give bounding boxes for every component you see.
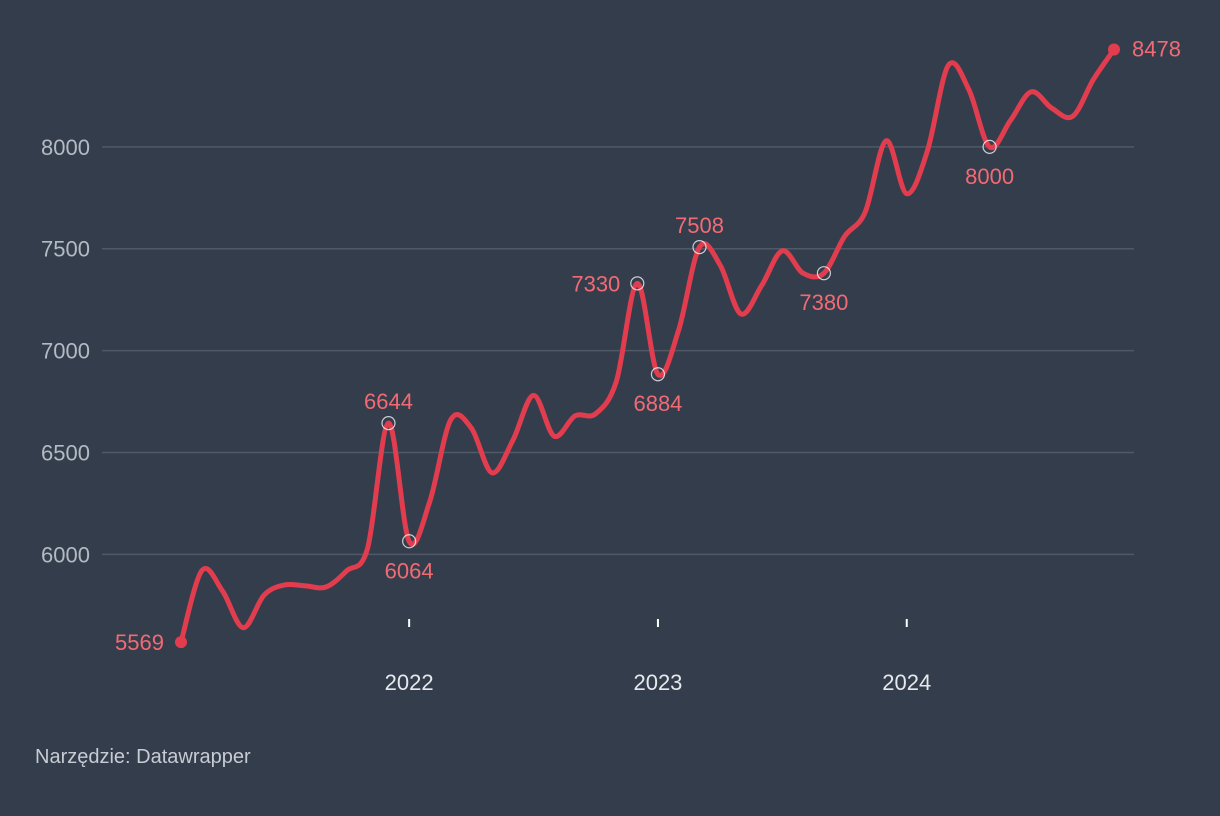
y-tick-label: 6500 <box>41 440 90 465</box>
data-label: 8478 <box>1132 36 1181 61</box>
data-label: 6064 <box>385 558 434 583</box>
data-label: 7508 <box>675 213 724 238</box>
grid-layer <box>102 146 1134 556</box>
data-label: 8000 <box>965 164 1014 189</box>
y-tick-label: 7500 <box>41 237 90 262</box>
highlight-ring <box>816 266 831 281</box>
series-layer <box>178 47 1117 645</box>
data-label: 6884 <box>633 391 682 416</box>
series-line <box>178 47 1117 645</box>
x-tick-label: 2022 <box>385 670 434 695</box>
data-label: 7330 <box>571 271 620 296</box>
endpoint-dot <box>175 636 187 649</box>
annotations-layer: 5569 6644 6064 7330 6884 7508 7380 8000 8478 <box>115 36 1181 655</box>
data-label: 7380 <box>799 290 848 315</box>
endpoint-dot <box>1108 43 1120 56</box>
data-label: 5569 <box>115 630 164 655</box>
highlight-ring <box>630 276 645 291</box>
x-tick-label: 2023 <box>633 670 682 695</box>
highlight-ring <box>982 139 997 154</box>
highlight-ring <box>402 534 417 549</box>
source-credit: Narzędzie: Datawrapper <box>35 746 251 768</box>
x-axis: 2022 2023 2024 <box>385 619 931 695</box>
y-tick-label: 6000 <box>41 542 90 567</box>
data-label: 6644 <box>364 389 413 414</box>
highlight-ring <box>692 239 707 255</box>
y-tick-label: 7000 <box>41 339 90 364</box>
y-tick-label: 8000 <box>41 135 90 160</box>
highlight-ring <box>381 416 396 431</box>
highlight-ring <box>650 367 666 382</box>
x-tick-label: 2024 <box>882 670 931 695</box>
y-axis: 6000 6500 7000 7500 8000 <box>41 135 90 567</box>
